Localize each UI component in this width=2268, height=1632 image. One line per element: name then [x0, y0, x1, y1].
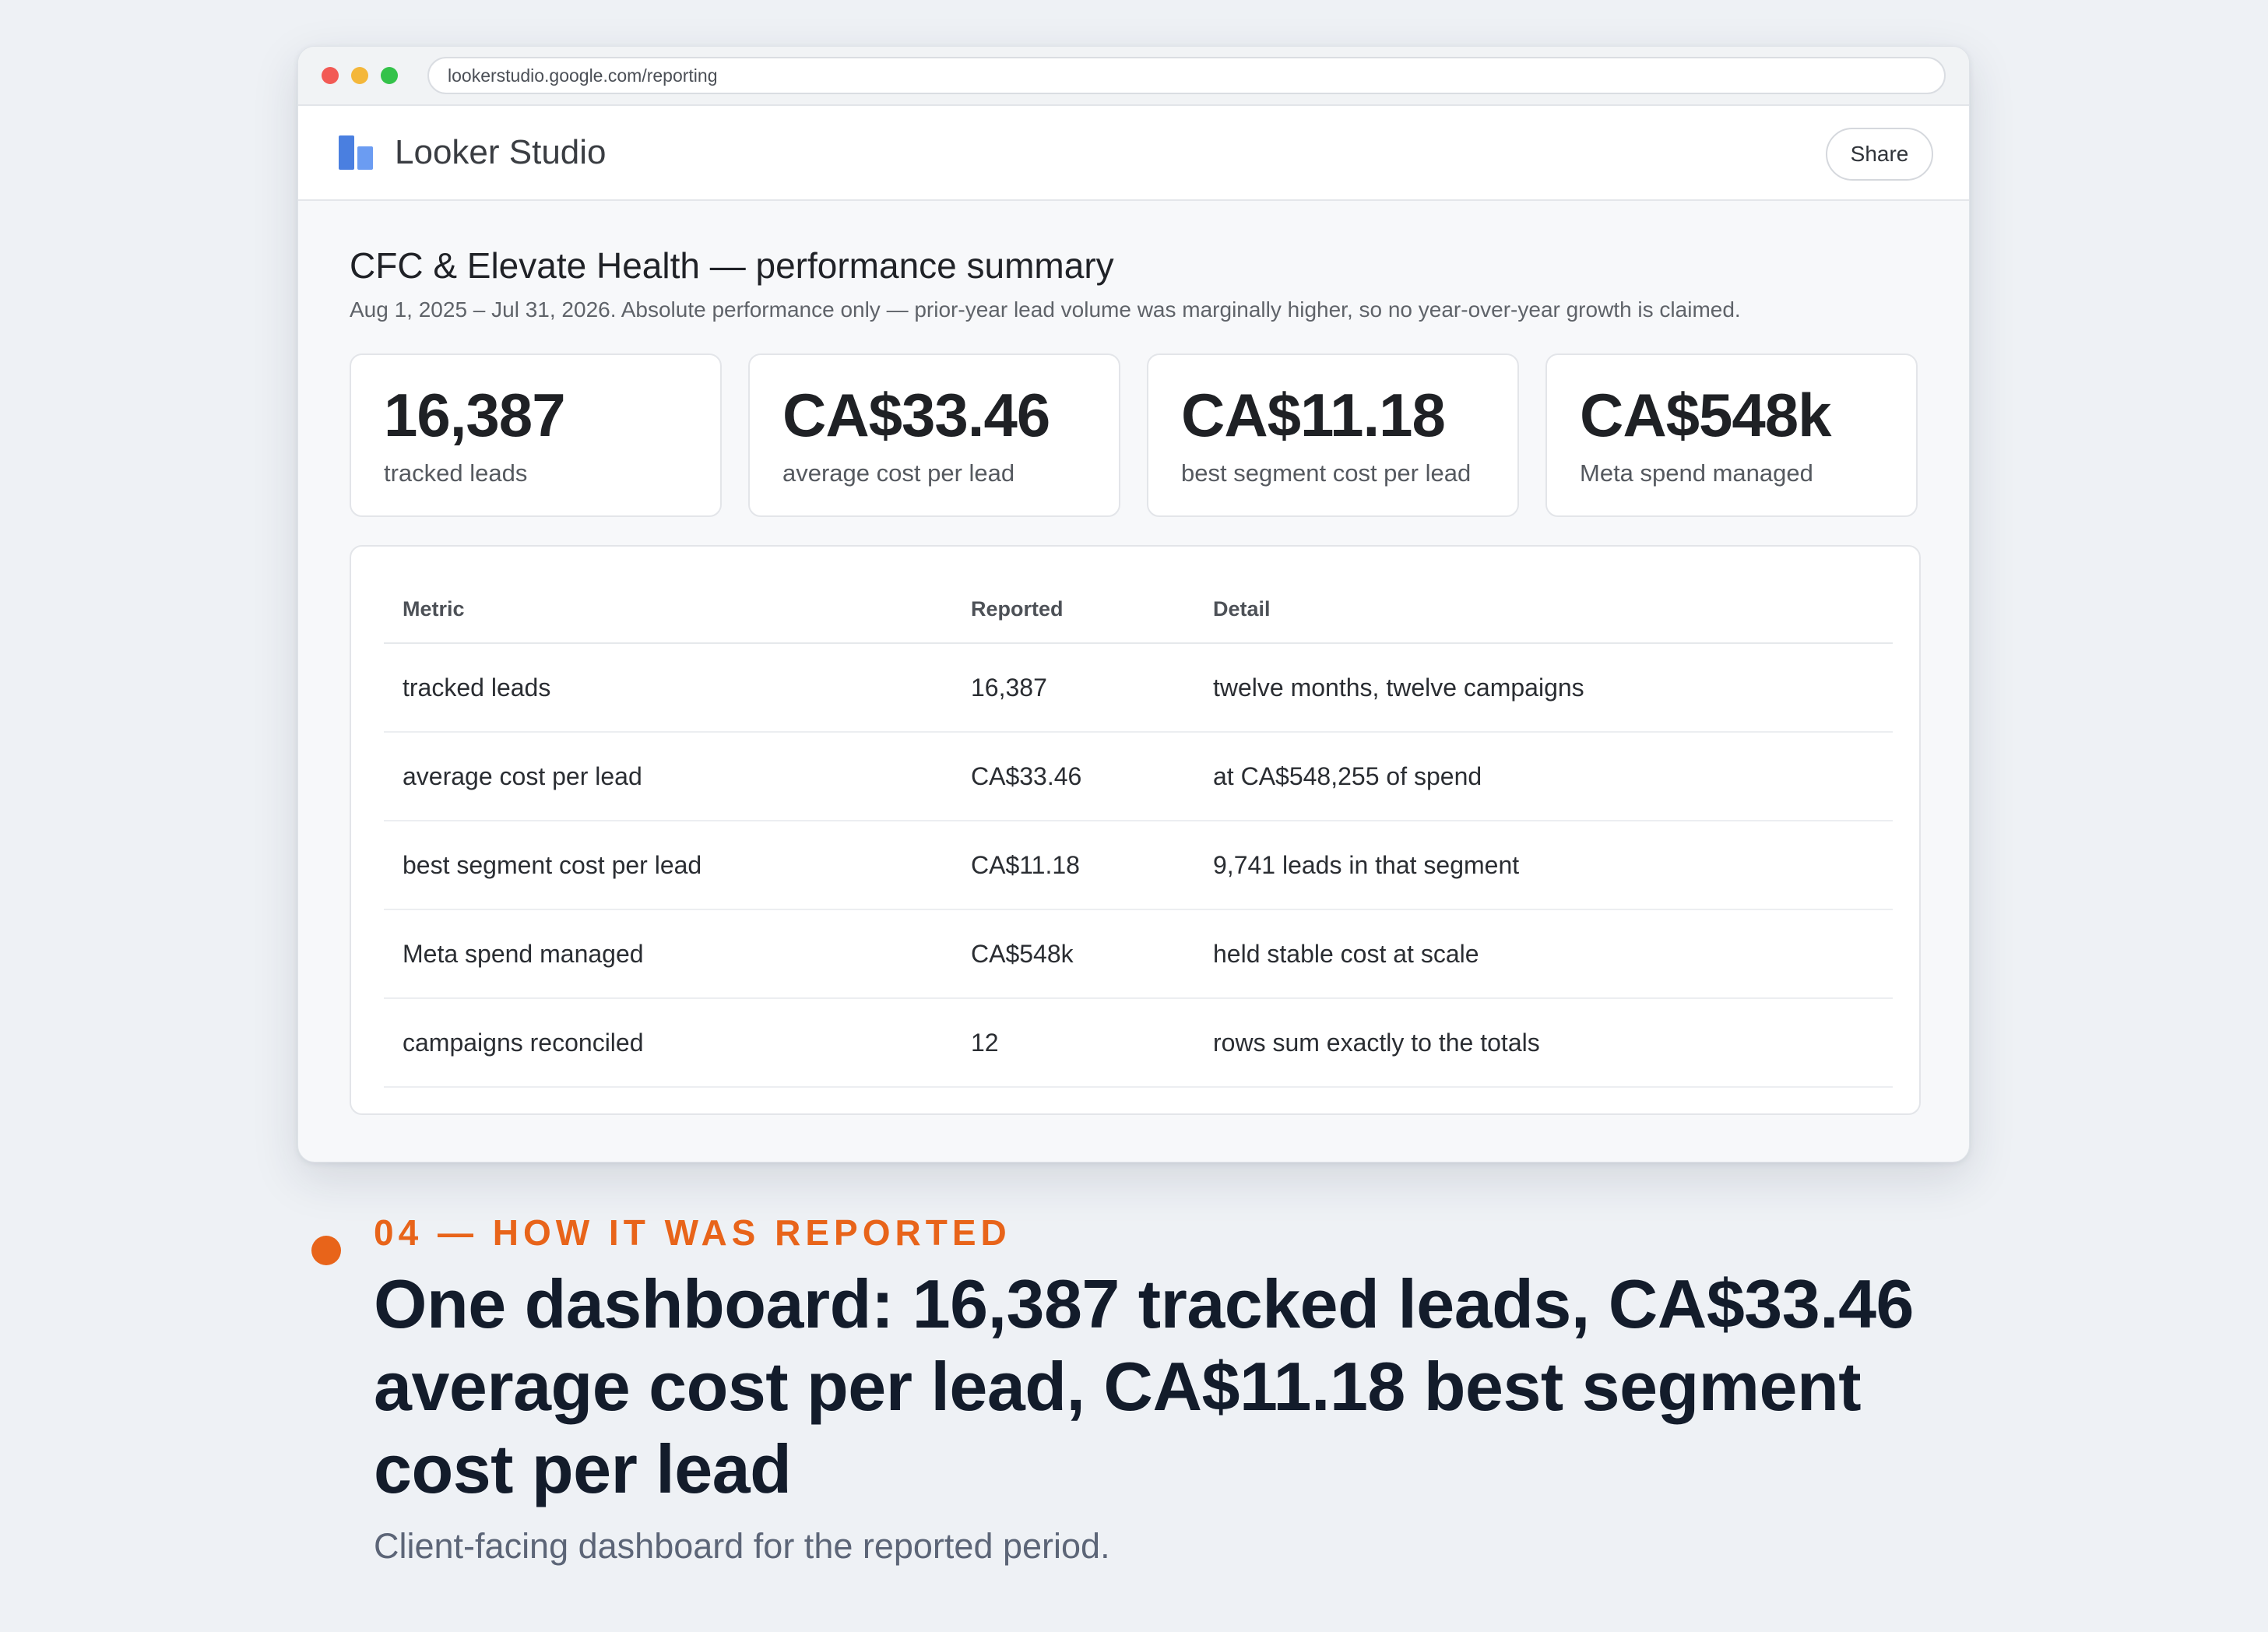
address-bar[interactable]: lookerstudio.google.com/reporting	[427, 57, 1946, 94]
cell-detail: twelve months, twelve campaigns	[1194, 643, 1893, 733]
cell-metric: tracked leads	[384, 643, 952, 733]
cell-reported: CA$11.18	[952, 821, 1194, 910]
section-marker-dot-icon	[311, 1236, 341, 1265]
table-row: campaigns reconciled 12 rows sum exactly…	[384, 998, 1893, 1088]
kpi-value: CA$11.18	[1181, 381, 1446, 449]
table-row: Meta spend managed CA$548k held stable c…	[384, 909, 1893, 999]
cell-detail: held stable cost at scale	[1194, 909, 1893, 999]
table-row: average cost per lead CA$33.46 at CA$548…	[384, 732, 1893, 821]
cell-reported: 12	[952, 998, 1194, 1088]
report-canvas: CFC & Elevate Health — performance summa…	[298, 201, 1969, 1115]
kpi-card-tracked-leads: 16,387 tracked leads	[350, 353, 722, 517]
kpi-value: CA$33.46	[782, 381, 1050, 449]
kpi-value: 16,387	[384, 381, 566, 449]
kpi-value: CA$548k	[1580, 381, 1832, 449]
cell-detail: rows sum exactly to the totals	[1194, 998, 1893, 1088]
metrics-table-card: Metric Reported Detail tracked leads 16,…	[350, 545, 1921, 1115]
kpi-label: tracked leads	[384, 459, 528, 487]
kpi-label: best segment cost per lead	[1181, 459, 1472, 487]
section-eyebrow: 04 — HOW IT WAS REPORTED	[374, 1212, 1011, 1253]
share-button[interactable]: Share	[1826, 128, 1933, 181]
cell-reported: 16,387	[952, 643, 1194, 733]
metrics-table: Metric Reported Detail tracked leads 16,…	[384, 576, 1893, 1088]
maximize-window-icon[interactable]	[381, 67, 398, 84]
column-header-detail[interactable]: Detail	[1194, 576, 1893, 644]
minimize-window-icon[interactable]	[351, 67, 368, 84]
app-header: Looker Studio Share	[298, 106, 1969, 201]
cell-metric: average cost per lead	[384, 732, 952, 821]
kpi-label: average cost per lead	[782, 459, 1015, 487]
report-title: CFC & Elevate Health — performance summa…	[350, 245, 1114, 286]
table-row: tracked leads 16,387 twelve months, twel…	[384, 643, 1893, 733]
section-caption: Client-facing dashboard for the reported…	[374, 1526, 1110, 1566]
column-header-metric[interactable]: Metric	[384, 576, 952, 644]
kpi-card-average-cost-per-lead: CA$33.46 average cost per lead	[748, 353, 1120, 517]
looker-studio-logo-icon	[339, 135, 374, 170]
app-title: Looker Studio	[395, 133, 607, 171]
table-header-row: Metric Reported Detail	[384, 576, 1893, 644]
cell-metric: Meta spend managed	[384, 909, 952, 999]
browser-chrome: lookerstudio.google.com/reporting	[298, 47, 1969, 106]
report-subtitle: Aug 1, 2025 – Jul 31, 2026. Absolute per…	[350, 297, 1741, 322]
section-headline: One dashboard: 16,387 tracked leads, CA$…	[374, 1265, 1915, 1507]
cell-metric: best segment cost per lead	[384, 821, 952, 910]
kpi-card-best-segment-cost-per-lead: CA$11.18 best segment cost per lead	[1147, 353, 1519, 517]
kpi-label: Meta spend managed	[1580, 459, 1813, 487]
cell-detail: at CA$548,255 of spend	[1194, 732, 1893, 821]
cell-reported: CA$548k	[952, 909, 1194, 999]
column-header-reported[interactable]: Reported	[952, 576, 1194, 644]
kpi-scorecards: 16,387 tracked leads CA$33.46 average co…	[350, 353, 1918, 517]
cell-detail: 9,741 leads in that segment	[1194, 821, 1893, 910]
address-bar-url: lookerstudio.google.com/reporting	[448, 65, 718, 86]
close-window-icon[interactable]	[322, 67, 339, 84]
cell-metric: campaigns reconciled	[384, 998, 952, 1088]
cell-reported: CA$33.46	[952, 732, 1194, 821]
kpi-card-meta-spend-managed: CA$548k Meta spend managed	[1545, 353, 1918, 517]
table-row: best segment cost per lead CA$11.18 9,74…	[384, 821, 1893, 910]
browser-window: lookerstudio.google.com/reporting Looker…	[297, 46, 1970, 1162]
